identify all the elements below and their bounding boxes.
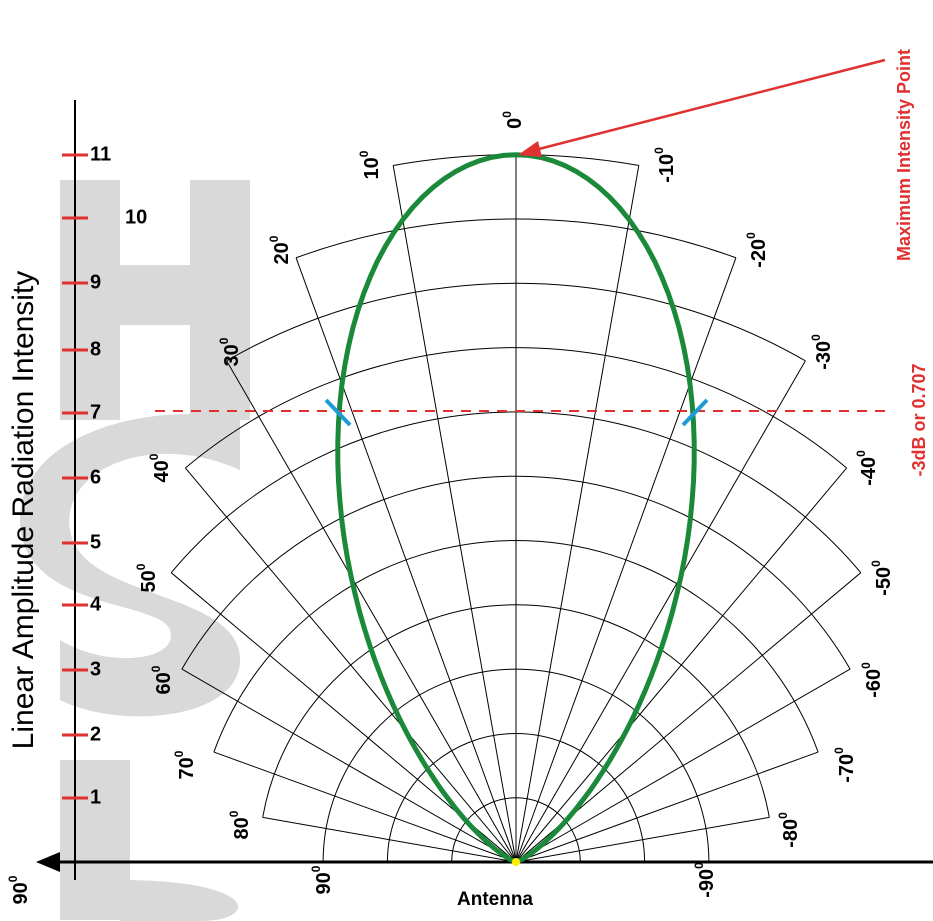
spoke: [214, 752, 516, 862]
diagram: Linear Amplitude Radiation Intensity Max…: [0, 0, 933, 921]
angle-number: 40: [151, 460, 173, 482]
angle-label: -900: [692, 862, 718, 898]
angle-number: -70: [836, 754, 858, 783]
tick-label: 7: [90, 401, 101, 423]
angle-label: 00: [500, 111, 526, 129]
angle-label: 900: [309, 865, 335, 894]
angle-degree: 0: [869, 560, 883, 567]
angle-degree: 0: [172, 750, 186, 757]
angle-number: 0: [504, 118, 526, 129]
tick-label: 8: [90, 338, 101, 360]
angle-label: 400: [147, 453, 173, 482]
angle-degree: 0: [227, 810, 241, 817]
angle-degree: 0: [6, 875, 20, 882]
angle-degree: 0: [149, 665, 163, 672]
spoke: [516, 165, 639, 862]
angle-label: 700: [172, 750, 198, 779]
tick-label: 6: [90, 466, 101, 488]
max-point-label: Maximum Intensity Point: [894, 49, 914, 261]
angle-degree: 0: [854, 450, 868, 457]
angle-number: -30: [813, 341, 835, 370]
angle-number: 50: [138, 570, 160, 592]
angle-label: -200: [744, 232, 770, 268]
tick-label: 3: [90, 658, 101, 680]
angle-label: -700: [832, 747, 858, 783]
angle-number: -10: [656, 154, 678, 183]
angle-number: 90: [10, 882, 32, 904]
angle-label: 800: [227, 810, 253, 839]
angle-degree: 0: [776, 812, 790, 819]
spoke: [393, 165, 516, 862]
spoke: [516, 752, 818, 862]
angle-label: -100: [652, 147, 678, 183]
angle-degree: 0: [859, 662, 873, 669]
angle-degree: 0: [217, 337, 231, 344]
angle-label: -400: [854, 450, 880, 486]
angle-label: -300: [809, 334, 835, 370]
angle-degree: 0: [652, 147, 666, 154]
angle-label: -800: [776, 812, 802, 848]
angle-number: 90: [313, 872, 335, 894]
angle-number: -60: [863, 669, 885, 698]
angle-degree: 0: [500, 111, 514, 118]
angle-degree: 0: [267, 235, 281, 242]
watermark: [20, 180, 250, 921]
angle-number: 70: [176, 757, 198, 779]
pointer-head: [518, 141, 542, 157]
angle-degree: 0: [832, 747, 846, 754]
angle-label: 200: [267, 235, 293, 264]
angle-number: 60: [153, 672, 175, 694]
tick-label: 10: [125, 206, 147, 228]
angle-label: -600: [859, 662, 885, 698]
tick-label: 11: [90, 143, 111, 165]
angle-number: 20: [271, 242, 293, 264]
antenna-point: [512, 858, 520, 866]
angle-number: -90: [696, 869, 718, 898]
angle-degree: 0: [744, 232, 758, 239]
angle-number: 30: [221, 344, 243, 366]
spoke: [516, 468, 847, 862]
angle-degree: 0: [809, 334, 823, 341]
angle-label: -500: [869, 560, 895, 596]
tick-label: 9: [90, 271, 101, 293]
antenna-label: Antenna: [457, 889, 533, 910]
angle-label: 500: [134, 563, 160, 592]
angle-degree: 0: [134, 563, 148, 570]
angle-number: -50: [873, 567, 895, 596]
angle-number: 10: [361, 157, 383, 179]
angle-degree: 0: [357, 150, 371, 157]
axis-arrow: [36, 852, 60, 872]
angle-number: -20: [748, 239, 770, 268]
angle-degree: 0: [309, 865, 323, 872]
angle-number: -40: [858, 457, 880, 486]
angle-degree: 0: [147, 453, 161, 460]
threshold-label: -3dB or 0.707: [909, 363, 929, 476]
pointer-arrow: [535, 60, 885, 150]
tick-label: 1: [90, 786, 101, 808]
axis-title: Linear Amplitude Radiation Intensity: [7, 271, 40, 750]
angle-label: 100: [357, 150, 383, 179]
tick-label: 2: [90, 723, 101, 745]
angle-label: 900: [6, 875, 32, 904]
tick-label: 4: [90, 593, 102, 615]
angle-number: -80: [780, 819, 802, 848]
tick-label: 5: [90, 531, 101, 553]
angle-number: 80: [231, 817, 253, 839]
angle-degree: 0: [692, 862, 706, 869]
